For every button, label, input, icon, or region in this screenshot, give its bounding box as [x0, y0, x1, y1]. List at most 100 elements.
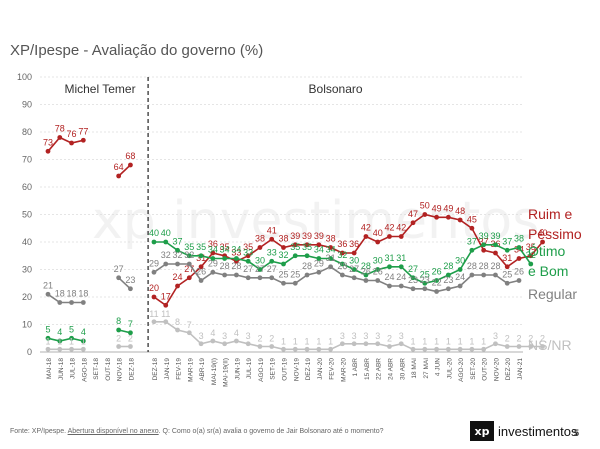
data-label: 37 — [173, 236, 183, 246]
data-label: 28 — [443, 261, 453, 271]
data-point — [304, 272, 310, 278]
legend-label: Ótimo — [528, 243, 566, 259]
series-line — [47, 136, 84, 152]
data-point — [175, 283, 180, 289]
data-point — [516, 278, 522, 283]
source-prefix: Fonte: XP/Ipespe. — [10, 428, 68, 435]
data-point — [410, 275, 416, 281]
data-label: 39 — [479, 231, 489, 241]
data-point — [375, 341, 381, 347]
data-label: 21 — [43, 280, 53, 290]
data-point — [351, 275, 357, 281]
data-label: 24 — [455, 272, 465, 282]
data-label: 29 — [149, 258, 159, 268]
data-label: 36 — [337, 239, 347, 249]
data-label: 34 — [314, 245, 324, 255]
data-point — [316, 256, 322, 261]
data-point — [493, 341, 498, 347]
data-point — [316, 346, 322, 352]
x-tick-label: JAN-20 — [317, 358, 324, 380]
data-point — [363, 278, 369, 283]
data-label: 49 — [432, 203, 442, 213]
legend-label: Péssimo — [528, 226, 582, 242]
period-label-temer: Michel Temer — [64, 82, 135, 96]
data-point — [328, 264, 333, 270]
data-point — [375, 239, 381, 245]
data-point — [481, 247, 487, 253]
data-label: 31 — [396, 253, 406, 263]
data-label: 28 — [220, 261, 230, 271]
data-point — [80, 137, 86, 143]
data-point — [128, 344, 133, 349]
x-tick-label: DEZ-18 — [152, 358, 159, 381]
data-point — [198, 253, 204, 259]
data-label: 32 — [161, 250, 171, 260]
data-label: 2 — [516, 334, 521, 344]
data-label: 28 — [361, 261, 371, 271]
data-point — [257, 275, 263, 281]
data-label: 24 — [173, 272, 183, 282]
x-tick-label: JUN-18 — [58, 358, 65, 380]
data-point — [528, 253, 534, 259]
data-point — [186, 330, 192, 336]
data-label: 37 — [467, 236, 477, 246]
data-label: 28 — [479, 261, 489, 271]
data-point — [175, 247, 180, 253]
data-label: 42 — [361, 223, 371, 233]
y-tick-label: 10 — [22, 320, 32, 330]
data-point — [269, 344, 275, 349]
data-point — [234, 256, 239, 261]
y-tick-label: 70 — [22, 155, 32, 165]
data-point — [210, 338, 216, 344]
data-label: 35 — [196, 242, 206, 252]
data-label: 2 — [528, 334, 533, 344]
data-label: 23 — [408, 275, 418, 285]
data-point — [398, 264, 404, 270]
x-tick-label: 15 ABR — [364, 358, 371, 380]
x-tick-label: 1 ABR — [352, 358, 359, 377]
data-label: 8 — [116, 316, 121, 326]
annex-link[interactable]: Abertura disponível no anexo — [67, 428, 159, 435]
data-point — [80, 300, 86, 305]
data-label: 32 — [337, 250, 347, 260]
data-point — [80, 338, 86, 344]
data-point — [528, 344, 534, 349]
legend-label: Ruim e — [528, 206, 573, 222]
data-point — [151, 269, 157, 275]
data-label: 27 — [255, 264, 265, 274]
x-tick-label: AGO-18 — [81, 358, 88, 382]
data-point — [234, 338, 239, 344]
series-line — [118, 164, 131, 177]
xp-logo-icon: xp — [470, 421, 494, 441]
data-label: 32 — [278, 250, 288, 260]
data-label: 36 — [349, 239, 359, 249]
data-label: 5 — [69, 324, 74, 334]
data-label: 36 — [208, 239, 218, 249]
series-line — [47, 293, 84, 304]
data-point — [186, 253, 192, 259]
data-label: 18 — [78, 289, 88, 299]
data-point — [504, 280, 510, 286]
data-label: 3 — [340, 331, 345, 341]
data-label: 48 — [455, 206, 465, 216]
series-line — [118, 277, 131, 290]
data-point — [528, 261, 534, 267]
data-label: 27 — [243, 264, 253, 274]
data-label: 3 — [222, 331, 227, 341]
data-point — [445, 214, 451, 220]
data-label: 3 — [375, 331, 380, 341]
data-label: 1 — [69, 336, 74, 346]
data-point — [540, 239, 545, 245]
x-tick-label: SET-20 — [470, 358, 477, 380]
data-label: 73 — [43, 137, 53, 147]
data-label: 2 — [269, 334, 274, 344]
data-point — [375, 267, 381, 272]
data-label: 1 — [328, 336, 333, 346]
data-label: 2 — [257, 334, 262, 344]
series-line — [153, 213, 544, 307]
data-label: 5 — [45, 324, 50, 334]
data-label: 33 — [243, 247, 253, 257]
data-label: 33 — [231, 247, 241, 257]
data-label: 25 — [278, 269, 288, 279]
x-tick-label: FEV-20 — [329, 358, 336, 380]
